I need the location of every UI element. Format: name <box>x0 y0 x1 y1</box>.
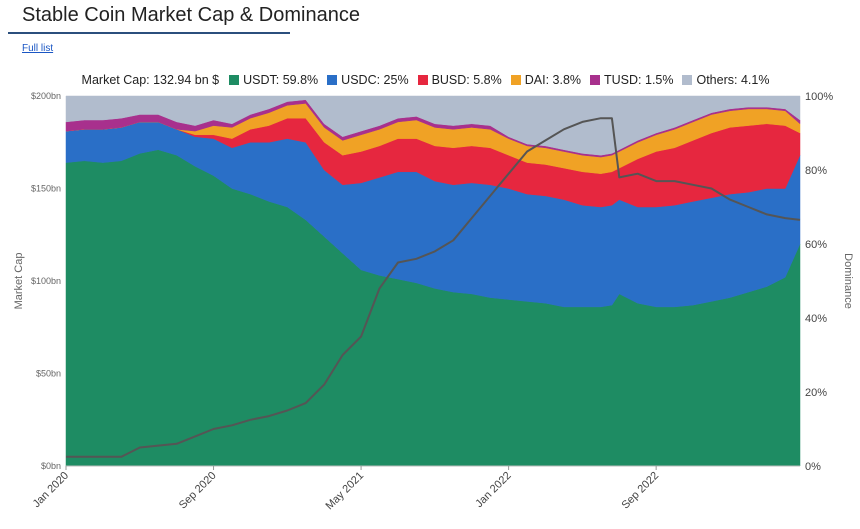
legend-label-tusd: TUSD: 1.5% <box>604 73 674 87</box>
page-title: Stable Coin Market Cap & Dominance <box>22 4 360 26</box>
x-tick-label: Sep 2022 <box>619 470 661 512</box>
legend-item-tusd[interactable]: TUSD: 1.5% <box>590 73 673 87</box>
x-tick-label: May 2021 <box>324 470 367 513</box>
legend-item-others[interactable]: Others: 4.1% <box>682 73 769 87</box>
legend-label-usdt: USDT: 59.8% <box>243 73 319 87</box>
stacked-areas <box>65 95 801 467</box>
y2-axis-title: Dominance <box>842 253 854 309</box>
y-tick-label: $50bn <box>36 369 61 379</box>
y2-tick-label: 100% <box>805 91 833 103</box>
full-list-link[interactable]: Full list <box>22 43 54 54</box>
legend-swatch-dai <box>510 75 521 85</box>
area-others[interactable] <box>65 95 801 156</box>
y2-tick-label: 20% <box>805 387 827 399</box>
y2-tick-label: 60% <box>805 239 827 251</box>
y-tick-label: $200bn <box>31 91 61 101</box>
y2-tick-label: 0% <box>805 461 821 473</box>
y2-tick-label: 80% <box>805 165 827 177</box>
legend-swatch-others <box>682 75 693 85</box>
legend-item-usdc[interactable]: USDC: 25% <box>327 73 409 87</box>
y-tick-label: $100bn <box>31 276 61 286</box>
legend-swatch-usdt <box>229 75 240 85</box>
x-tick-label: Sep 2020 <box>177 470 219 512</box>
legend-label-busd: BUSD: 5.8% <box>431 73 502 87</box>
x-tick-label: Jan 2020 <box>31 470 71 510</box>
legend-label-usdc: USDC: 25% <box>341 73 409 87</box>
axes: Market Cap Dominance <box>13 253 854 467</box>
legend-swatch-usdc <box>327 75 338 85</box>
title-underline <box>8 32 290 34</box>
y2-tick-label: 40% <box>805 313 827 325</box>
legend-item-usdt[interactable]: USDT: 59.8% <box>229 73 318 87</box>
dominance-line[interactable] <box>66 117 801 458</box>
legend-market-cap: Market Cap: 132.94 bn $ <box>81 73 220 87</box>
legend-swatch-tusd <box>590 75 601 85</box>
y-axis-title: Market Cap <box>13 253 25 310</box>
legend-item-dai[interactable]: DAI: 3.8% <box>510 73 582 87</box>
y-tick-label: $0bn <box>41 461 61 471</box>
dominance-line-group <box>66 117 801 458</box>
chart-legend: Market Cap: 132.94 bn $ USDT: 59.8% USDC… <box>0 73 860 87</box>
legend-label-dai: DAI: 3.8% <box>524 73 582 87</box>
x-tick-label: Jan 2022 <box>473 470 513 510</box>
legend-item-busd[interactable]: BUSD: 5.8% <box>417 73 502 87</box>
legend-label-others: Others: 4.1% <box>696 73 770 87</box>
y-tick-label: $150bn <box>31 184 61 194</box>
legend-swatch-busd <box>417 75 428 85</box>
